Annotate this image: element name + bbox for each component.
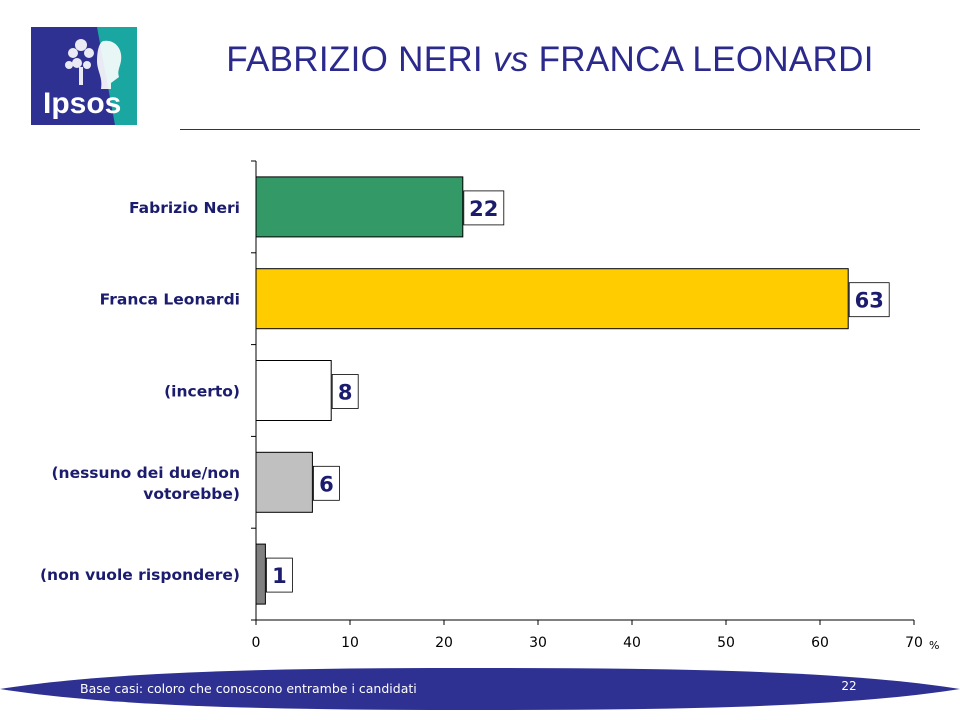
x-tick-label: 20 xyxy=(435,635,453,651)
x-unit-label: % xyxy=(929,639,939,652)
value-label-box xyxy=(265,557,293,593)
category-label: Fabrizio Neri xyxy=(129,199,240,217)
ipsos-logo: Ipsos xyxy=(31,27,137,125)
bar xyxy=(255,176,464,238)
value-label: 6 xyxy=(319,472,334,496)
category-label: (incerto) xyxy=(164,383,240,401)
value-label-box xyxy=(331,374,359,409)
bar xyxy=(255,451,313,513)
x-tick-label: 10 xyxy=(341,635,359,651)
page-title: FABRIZIO NERI vs FRANCA LEONARDI xyxy=(180,40,920,80)
footer-band xyxy=(0,668,960,710)
value-label-box xyxy=(463,190,505,226)
footer-note: Base casi: coloro che conoscono entrambe… xyxy=(80,681,417,696)
value-label-box xyxy=(848,282,890,318)
x-tick-label: 50 xyxy=(717,635,735,651)
x-tick-label: 70 xyxy=(905,635,923,651)
x-tick-label: 30 xyxy=(529,635,547,651)
title-divider xyxy=(180,129,920,130)
title-right: FRANCA LEONARDI xyxy=(528,40,874,79)
value-label: 8 xyxy=(338,381,353,405)
bar-chart: 0 10 20 30 40 50 60 70 % 22 Fabrizio Neri 63 Franca … xyxy=(40,160,939,652)
category-label: Franca Leonardi xyxy=(100,291,240,309)
bar xyxy=(255,543,266,605)
title-left: FABRIZIO NERI xyxy=(226,40,493,79)
bar xyxy=(255,360,332,421)
title-vs: vs xyxy=(492,40,529,79)
value-label: 63 xyxy=(855,289,884,313)
value-label-box xyxy=(312,465,340,501)
category-label: votorebbe) xyxy=(143,485,240,503)
logo-wordmark: Ipsos xyxy=(43,87,121,120)
value-label: 22 xyxy=(469,197,498,221)
value-label: 1 xyxy=(272,564,287,588)
page-number: 22 xyxy=(841,679,857,693)
x-tick-label: 60 xyxy=(811,635,829,651)
bar xyxy=(255,268,849,330)
category-label: (nessuno dei due/non xyxy=(51,464,240,482)
x-tick-label: 0 xyxy=(252,635,261,651)
category-label: (non vuole rispondere) xyxy=(40,566,240,584)
x-tick-label: 40 xyxy=(623,635,641,651)
